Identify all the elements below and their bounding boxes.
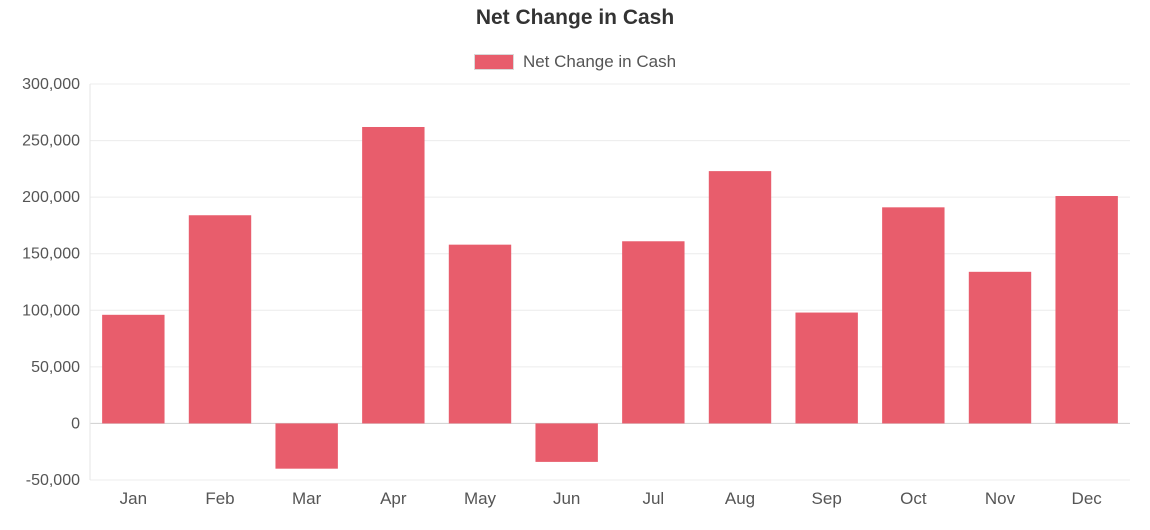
x-tick-label: Nov xyxy=(985,489,1016,508)
x-tick-label: Feb xyxy=(205,489,234,508)
bar[interactable] xyxy=(708,171,772,424)
bar[interactable] xyxy=(968,271,1032,424)
x-tick-label: Sep xyxy=(812,489,842,508)
bar[interactable] xyxy=(275,423,338,469)
x-tick-label: Dec xyxy=(1072,489,1103,508)
bar[interactable] xyxy=(102,314,165,424)
legend-label[interactable]: Net Change in Cash xyxy=(522,52,677,71)
bar[interactable] xyxy=(622,241,685,424)
y-tick-label: 50,000 xyxy=(31,359,80,376)
chart-title: Net Change in Cash xyxy=(475,6,675,29)
y-tick-label: 250,000 xyxy=(22,133,80,150)
x-tick-label: Oct xyxy=(900,489,927,508)
legend[interactable]: Net Change in Cash xyxy=(0,52,1150,72)
y-tick-label: 100,000 xyxy=(22,302,80,319)
bar[interactable] xyxy=(535,423,598,462)
x-tick-label: Mar xyxy=(292,489,322,508)
y-tick-label: 200,000 xyxy=(22,189,80,206)
bar[interactable] xyxy=(882,207,945,424)
x-tick-label: Apr xyxy=(380,489,407,508)
y-tick-label: 300,000 xyxy=(22,76,80,93)
bar[interactable] xyxy=(188,215,252,424)
x-tick-label: Jun xyxy=(553,489,580,508)
bar[interactable] xyxy=(448,244,512,424)
y-tick-label: -50,000 xyxy=(26,472,80,489)
bar[interactable] xyxy=(795,312,858,424)
x-tick-label: Aug xyxy=(725,489,755,508)
x-tick-label: Jul xyxy=(642,489,664,508)
bar[interactable] xyxy=(362,126,425,424)
x-tick-label: Jan xyxy=(120,489,147,508)
legend-swatch[interactable] xyxy=(473,54,514,70)
bar[interactable] xyxy=(1055,196,1118,424)
y-tick-label: 150,000 xyxy=(22,246,80,263)
x-tick-label: May xyxy=(464,489,497,508)
y-tick-label: 0 xyxy=(71,415,80,432)
